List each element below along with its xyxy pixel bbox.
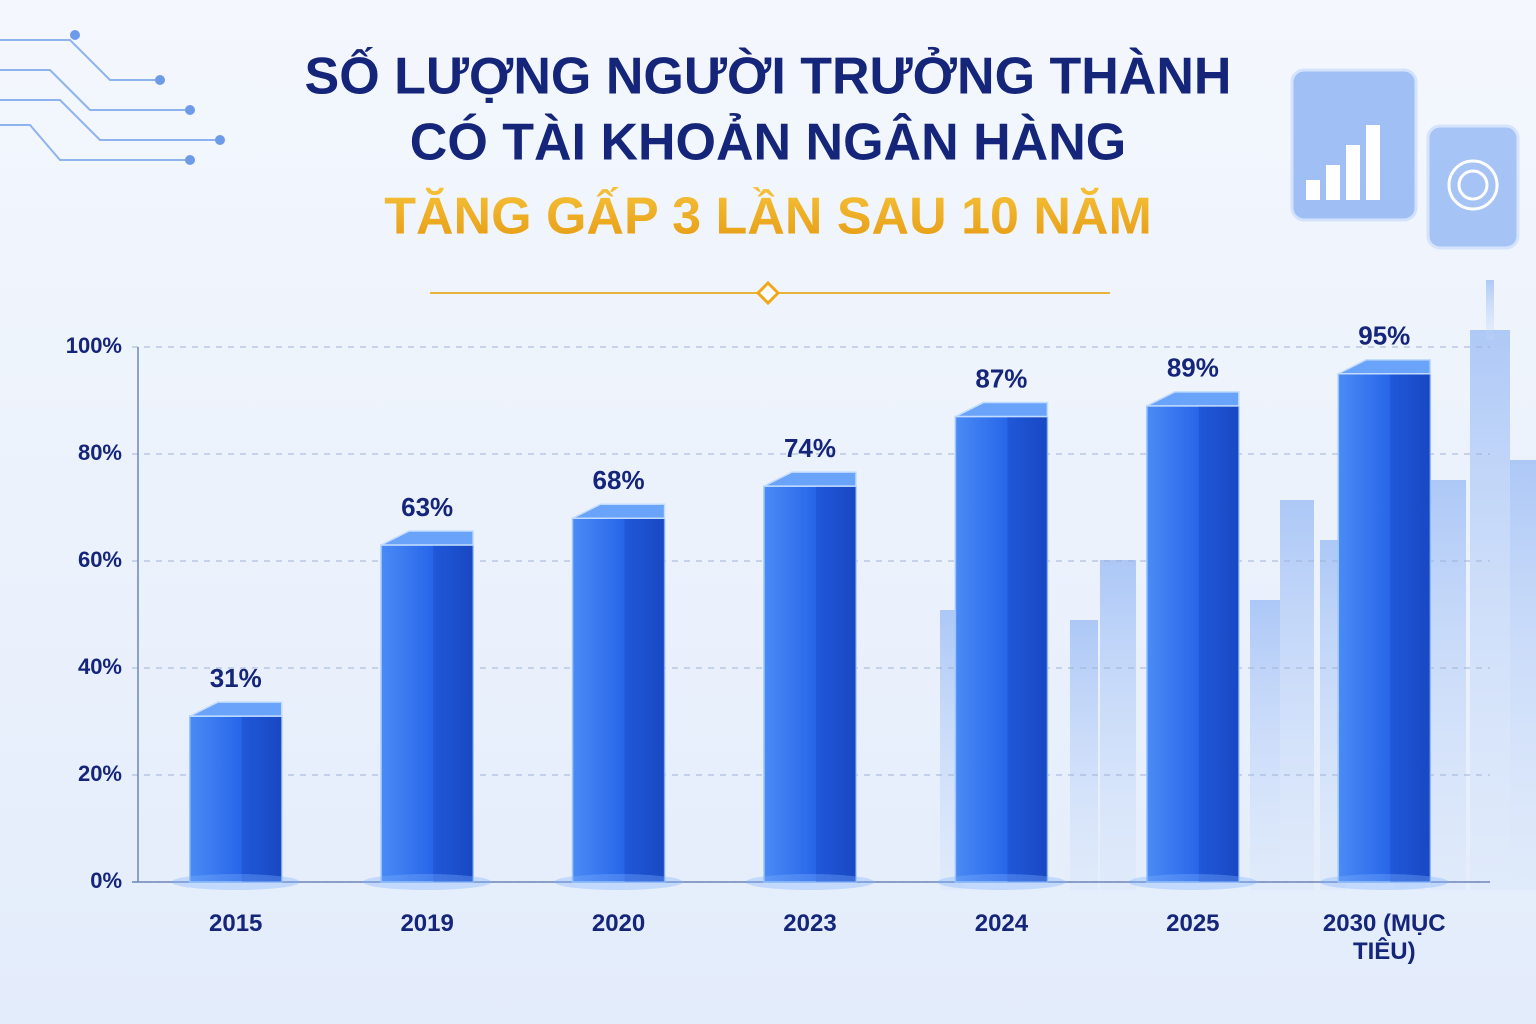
bar-group — [171, 701, 301, 890]
bar — [954, 415, 1049, 883]
bar-side — [1007, 416, 1048, 882]
bar — [571, 517, 666, 883]
bar-glow — [362, 874, 492, 890]
bar-top — [1337, 359, 1432, 375]
bar — [1337, 373, 1432, 883]
x-tick-label: 2025 — [1166, 910, 1220, 937]
y-tick-label: 0% — [90, 868, 122, 893]
icon-panels — [1290, 68, 1520, 250]
bar-top — [572, 503, 666, 519]
bar-top — [955, 401, 1049, 418]
y-tick-label: 40% — [78, 654, 122, 679]
title-line: SỐ LƯỢNG NGƯỜI TRƯỞNG THÀNH — [305, 47, 1232, 106]
bar-group — [554, 503, 683, 890]
y-tick-label: 80% — [78, 440, 122, 465]
y-tick-label: 60% — [78, 547, 122, 572]
bar-side — [816, 486, 856, 882]
x-tick-label: 2023 — [783, 910, 837, 937]
bar — [380, 544, 474, 883]
bar-glow — [554, 874, 683, 890]
bar-top — [763, 471, 857, 487]
x-tick-label: 2019 — [400, 910, 454, 937]
bar-side — [433, 544, 474, 882]
x-tick-label: 2020 — [591, 910, 646, 937]
circuit-dots — [70, 30, 225, 165]
bar-side — [624, 518, 665, 882]
bar-top — [380, 530, 474, 546]
bar-group — [1319, 359, 1449, 890]
x-tick-label: 2030 (MỤC TIÊU) — [1322, 910, 1446, 965]
skyline — [940, 280, 1536, 890]
divider — [430, 280, 1110, 306]
title-line: CÓ TÀI KHOẢN NGÂN HÀNG — [410, 113, 1126, 172]
value-label: 87% — [975, 363, 1027, 393]
y-tick-label: 20% — [78, 761, 122, 786]
bar-group — [1128, 391, 1258, 890]
value-label: 31% — [210, 663, 262, 693]
x-tick-label: 2024 — [974, 910, 1029, 937]
value-label: 89% — [1167, 353, 1219, 383]
value-label: 74% — [784, 433, 836, 463]
subtitle: TĂNG GẤP 3 LẦN SAU 10 NĂM — [384, 187, 1152, 246]
bar-glow — [171, 874, 301, 890]
circuit-decoration — [0, 39, 220, 161]
bar-group — [745, 471, 875, 890]
value-label: 63% — [401, 492, 453, 522]
bar — [1146, 405, 1240, 883]
bar-glow — [1319, 874, 1449, 890]
bar-side — [241, 716, 282, 882]
bar-top — [1146, 391, 1240, 407]
value-label: 68% — [593, 465, 645, 495]
bar — [763, 485, 857, 883]
x-tick-label: 2015 — [209, 910, 263, 937]
y-tick-label: 100% — [66, 333, 122, 358]
bar-group — [937, 401, 1066, 890]
value-label: 95% — [1358, 321, 1410, 351]
bar-group — [362, 530, 492, 890]
bar-glow — [937, 874, 1066, 890]
bar-glow — [745, 874, 875, 890]
bar-side — [1198, 405, 1239, 882]
bar-top — [189, 701, 283, 717]
bar-side — [1390, 373, 1431, 882]
bar-glow — [1128, 874, 1258, 890]
